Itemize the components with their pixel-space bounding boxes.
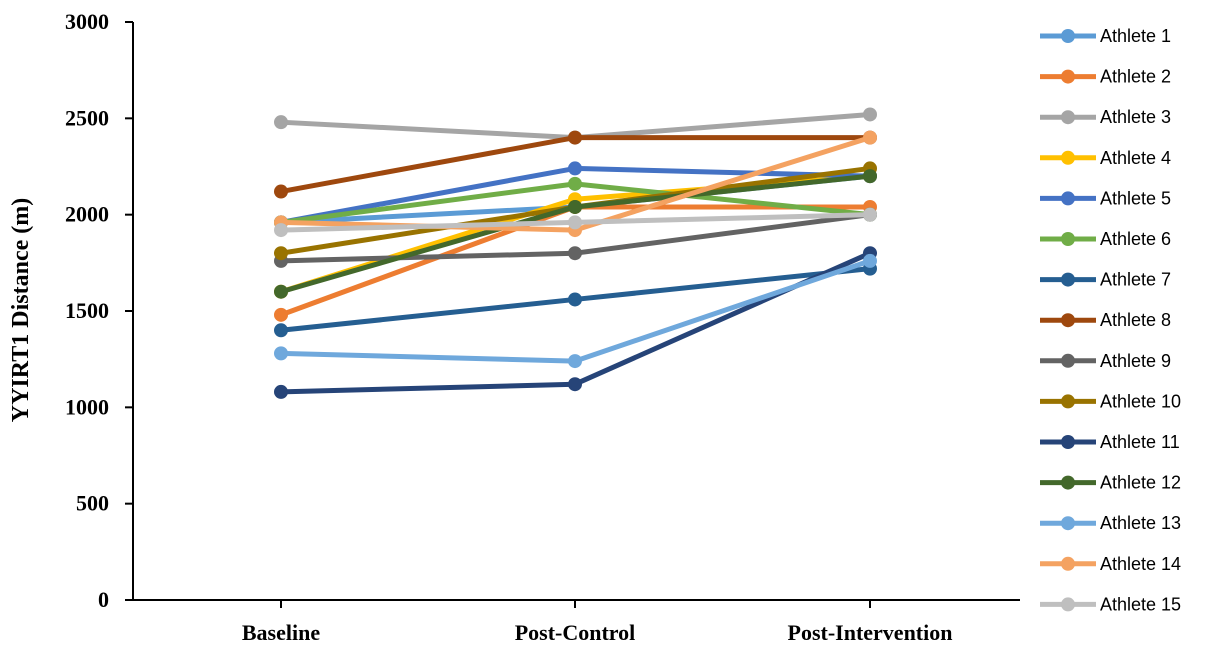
legend-label: Athlete 12: [1100, 473, 1181, 493]
legend-marker: [1061, 150, 1075, 165]
legend-marker: [1061, 475, 1075, 490]
data-point: [863, 253, 877, 268]
y-axis-title: YYIRT1 Distance (m): [8, 198, 34, 422]
legend-item: Athlete 9: [1040, 351, 1171, 371]
legend-marker: [1061, 556, 1075, 571]
legend-label: Athlete 3: [1100, 107, 1171, 127]
legend-label: Athlete 8: [1100, 310, 1171, 330]
legend-item: Athlete 8: [1040, 310, 1171, 330]
legend-item: Athlete 1: [1040, 26, 1171, 46]
data-point: [568, 246, 582, 261]
y-tick-label: 1500: [65, 298, 109, 323]
data-point: [568, 176, 582, 191]
legend-item: Athlete 2: [1040, 67, 1171, 87]
y-tick-labels: 0 500 1000 1500 2000 2500 3000: [65, 9, 109, 612]
legend-item: Athlete 10: [1040, 391, 1181, 411]
legend-marker: [1061, 597, 1075, 612]
legend-marker: [1061, 110, 1075, 125]
data-point: [863, 130, 877, 145]
data-point: [274, 115, 288, 130]
data-point: [568, 161, 582, 176]
data-point: [568, 199, 582, 214]
legend-item: Athlete 4: [1040, 148, 1171, 168]
legend-item: Athlete 11: [1040, 432, 1180, 452]
y-tick-label: 0: [98, 587, 109, 612]
legend-marker: [1061, 516, 1075, 531]
legend-marker: [1061, 394, 1075, 409]
legend-marker: [1061, 353, 1075, 368]
legend-marker: [1061, 272, 1075, 287]
legend-label: Athlete 13: [1100, 513, 1181, 533]
y-tick-label: 1000: [65, 394, 109, 419]
legend-marker: [1061, 29, 1075, 43]
legend-item: Athlete 6: [1040, 229, 1171, 249]
legend-item: Athlete 15: [1040, 594, 1181, 614]
legend-item: Athlete 7: [1040, 270, 1171, 290]
data-point: [274, 223, 288, 238]
legend-label: Athlete 15: [1100, 594, 1181, 614]
legend-label: Athlete 7: [1100, 270, 1171, 290]
legend-label: Athlete 6: [1100, 229, 1171, 249]
data-point: [274, 307, 288, 322]
legend-marker: [1061, 232, 1075, 246]
data-point: [568, 215, 582, 230]
data-point: [568, 354, 582, 369]
legend-label: Athlete 11: [1100, 432, 1180, 452]
series-athlete-13: [274, 253, 877, 369]
legend-marker: [1061, 69, 1075, 84]
series-athlete-7: [274, 261, 877, 338]
legend-label: Athlete 1: [1100, 26, 1171, 46]
data-point: [568, 377, 582, 392]
legend-label: Athlete 14: [1100, 554, 1181, 574]
y-tick-label: 500: [76, 491, 109, 516]
legend-item: Athlete 3: [1040, 107, 1171, 127]
legend-label: Athlete 10: [1100, 391, 1181, 411]
data-point: [863, 169, 877, 184]
legend: Athlete 1 Athlete 2 Athlete 3 Athlete 4 Athl…: [1040, 26, 1181, 614]
x-tick-label: Baseline: [242, 620, 320, 645]
data-point: [274, 323, 288, 338]
y-tick-label: 2500: [65, 105, 109, 130]
series-lines: [274, 107, 877, 399]
data-point: [568, 130, 582, 145]
series-athlete-15: [274, 207, 877, 238]
data-point: [274, 246, 288, 261]
data-point: [274, 346, 288, 361]
axes: [125, 21, 1020, 608]
legend-marker: [1061, 435, 1075, 449]
legend-item: Athlete 5: [1040, 188, 1171, 208]
x-tick-label: Post-Intervention: [788, 620, 953, 645]
legend-marker: [1061, 191, 1075, 206]
x-tick-labels: Baseline Post-Control Post-Intervention: [242, 620, 953, 645]
legend-label: Athlete 5: [1100, 188, 1171, 208]
legend-label: Athlete 9: [1100, 351, 1171, 371]
data-point: [863, 207, 877, 222]
x-tick-label: Post-Control: [515, 620, 636, 645]
data-point: [274, 284, 288, 299]
legend-label: Athlete 4: [1100, 148, 1171, 168]
y-tick-label: 3000: [65, 9, 109, 34]
legend-item: Athlete 14: [1040, 554, 1181, 574]
y-tick-label: 2000: [65, 202, 109, 227]
data-point: [274, 184, 288, 199]
series-athlete-12: [274, 169, 877, 299]
legend-marker: [1061, 313, 1075, 328]
data-point: [274, 384, 288, 399]
data-point: [568, 292, 582, 307]
legend-label: Athlete 2: [1100, 67, 1171, 87]
legend-item: Athlete 12: [1040, 473, 1181, 493]
data-point: [863, 107, 877, 122]
legend-item: Athlete 13: [1040, 513, 1181, 533]
